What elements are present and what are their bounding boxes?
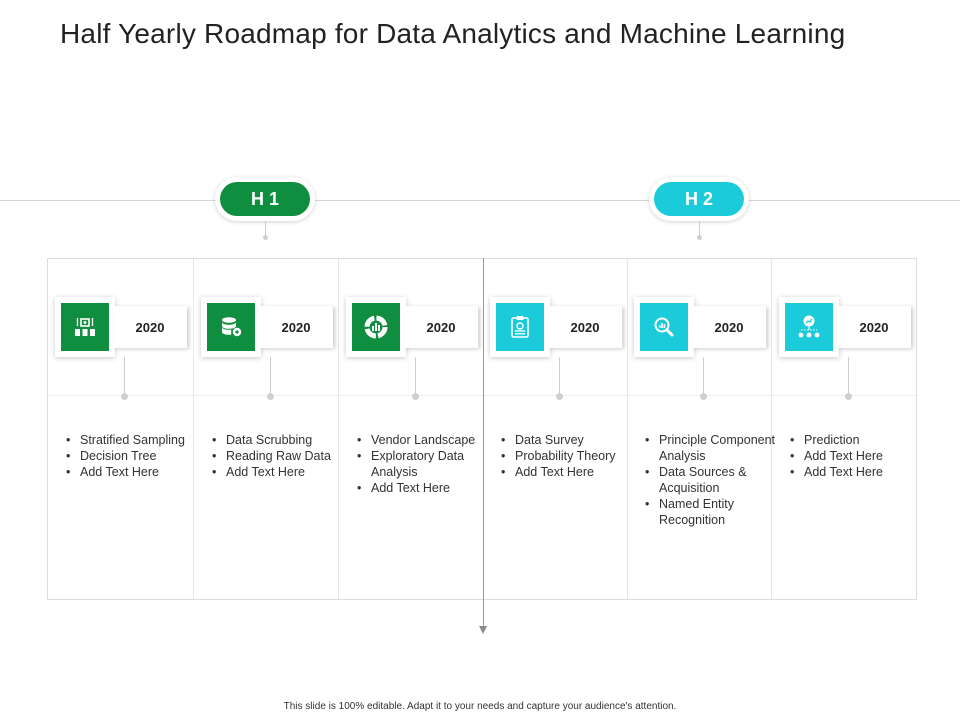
list-item: Add Text Here bbox=[790, 448, 930, 464]
milestone-list: Stratified Sampling Decision Tree Add Te… bbox=[61, 432, 206, 480]
list-item: Add Text Here bbox=[501, 464, 641, 480]
list-item: Decision Tree bbox=[66, 448, 206, 464]
list-item: Prediction bbox=[790, 432, 930, 448]
milestone-connector bbox=[559, 357, 560, 393]
milestone-connector bbox=[270, 357, 271, 393]
milestone-connector bbox=[703, 357, 704, 393]
year-label: 2020 bbox=[259, 306, 333, 348]
milestone-list: Principle Component Analysis Data Source… bbox=[640, 432, 785, 528]
milestone-list: Prediction Add Text Here Add Text Here bbox=[785, 432, 930, 480]
network-chart-icon bbox=[785, 303, 833, 351]
icon-frame bbox=[779, 297, 839, 357]
magnifier-chart-icon bbox=[640, 303, 688, 351]
database-gear-icon bbox=[207, 303, 255, 351]
list-item: Probability Theory bbox=[501, 448, 641, 464]
half-label-h2: H 2 bbox=[654, 182, 744, 216]
roadmap-column-5: 2020 Principle Component Analysis Data S… bbox=[626, 258, 775, 600]
icon-frame bbox=[201, 297, 261, 357]
year-label: 2020 bbox=[113, 306, 187, 348]
list-item: Data Survey bbox=[501, 432, 641, 448]
icon-frame bbox=[490, 297, 550, 357]
column-divider bbox=[771, 259, 772, 599]
milestone-dot bbox=[845, 393, 852, 400]
column-divider bbox=[627, 259, 628, 599]
column-divider bbox=[193, 259, 194, 599]
donut-chart-icon bbox=[352, 303, 400, 351]
milestone-dot bbox=[267, 393, 274, 400]
half-connector-dot-h2 bbox=[697, 235, 702, 240]
page-title: Half Yearly Roadmap for Data Analytics a… bbox=[60, 18, 846, 49]
year-label: 2020 bbox=[692, 306, 766, 348]
list-item: Add Text Here bbox=[790, 464, 930, 480]
row-divider bbox=[48, 395, 916, 396]
roadmap-column-2: 2020 Data Scrubbing Reading Raw Data Add… bbox=[193, 258, 338, 600]
column-divider bbox=[338, 259, 339, 599]
roadmap-grid bbox=[47, 258, 917, 600]
icon-frame bbox=[346, 297, 406, 357]
milestone-list: Data Scrubbing Reading Raw Data Add Text… bbox=[207, 432, 352, 480]
milestone-dot bbox=[556, 393, 563, 400]
list-item: Stratified Sampling bbox=[66, 432, 206, 448]
milestone-list: Vendor Landscape Exploratory Data Analys… bbox=[352, 432, 497, 496]
list-item: Add Text Here bbox=[66, 464, 206, 480]
milestone-connector bbox=[415, 357, 416, 393]
list-item: Data Sources & Acquisition bbox=[645, 464, 785, 496]
icon-frame bbox=[634, 297, 694, 357]
milestone-connector bbox=[124, 357, 125, 393]
list-item: Named Entity Recognition bbox=[645, 496, 785, 528]
footer-note: This slide is 100% editable. Adapt it to… bbox=[283, 701, 677, 712]
list-item: Add Text Here bbox=[212, 464, 352, 480]
roadmap-column-1: 2020 Stratified Sampling Decision Tree A… bbox=[47, 258, 192, 600]
clipboard-icon bbox=[496, 303, 544, 351]
data-cubes-icon bbox=[61, 303, 109, 351]
list-item: Reading Raw Data bbox=[212, 448, 352, 464]
half-marker-h2: H 2 bbox=[649, 177, 749, 221]
milestone-list: Data Survey Probability Theory Add Text … bbox=[496, 432, 641, 480]
list-item: Data Scrubbing bbox=[212, 432, 352, 448]
year-label: 2020 bbox=[548, 306, 622, 348]
list-item: Exploratory Data Analysis bbox=[357, 448, 497, 480]
arrow-down-icon bbox=[479, 626, 487, 634]
roadmap-column-6: 2020 Prediction Add Text Here Add Text H… bbox=[771, 258, 916, 600]
milestone-dot bbox=[121, 393, 128, 400]
half-connector-dot-h1 bbox=[263, 235, 268, 240]
milestone-dot bbox=[412, 393, 419, 400]
milestone-connector bbox=[848, 357, 849, 393]
icon-frame bbox=[55, 297, 115, 357]
roadmap-column-4: 2020 Data Survey Probability Theory Add … bbox=[482, 258, 627, 600]
timeline-horizontal-line bbox=[0, 200, 960, 201]
list-item: Principle Component Analysis bbox=[645, 432, 785, 464]
roadmap-column-3: 2020 Vendor Landscape Exploratory Data A… bbox=[338, 258, 483, 600]
half-label-h1: H 1 bbox=[220, 182, 310, 216]
half-connector-h1 bbox=[265, 221, 266, 235]
timeline-vertical-axis bbox=[483, 258, 484, 626]
list-item: Vendor Landscape bbox=[357, 432, 497, 448]
year-label: 2020 bbox=[837, 306, 911, 348]
half-marker-h1: H 1 bbox=[215, 177, 315, 221]
list-item: Add Text Here bbox=[357, 480, 497, 496]
year-label: 2020 bbox=[404, 306, 478, 348]
milestone-dot bbox=[700, 393, 707, 400]
half-connector-h2 bbox=[699, 221, 700, 235]
